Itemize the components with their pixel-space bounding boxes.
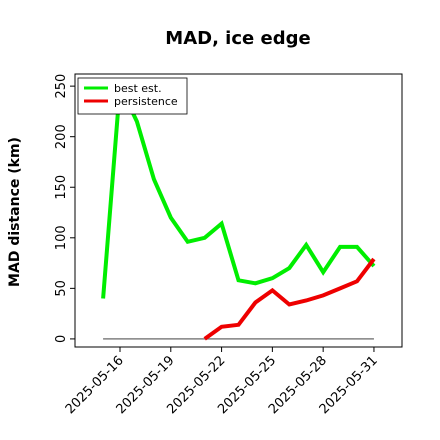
y-axis-label: MAD distance (km): [7, 137, 23, 287]
legend-label-best-est: best est.: [114, 82, 162, 95]
legend-box: [77, 77, 188, 115]
y-tick-label-250: 250: [54, 74, 69, 99]
legend: best est. persistence: [77, 77, 188, 115]
y-tick-label-0: 0: [54, 335, 69, 343]
legend-label-persistence: persistence: [114, 95, 178, 108]
series-line-best-est: [101, 78, 376, 299]
y-tick-label-200: 200: [54, 124, 69, 149]
y-tick-label-100: 100: [54, 225, 69, 250]
y-tick-label-50: 50: [54, 280, 69, 297]
plot-frame: [74, 73, 403, 348]
y-tick-label-150: 150: [54, 175, 69, 200]
series-line-persistence: [203, 257, 376, 341]
chart-title: MAD, ice edge: [165, 28, 310, 49]
